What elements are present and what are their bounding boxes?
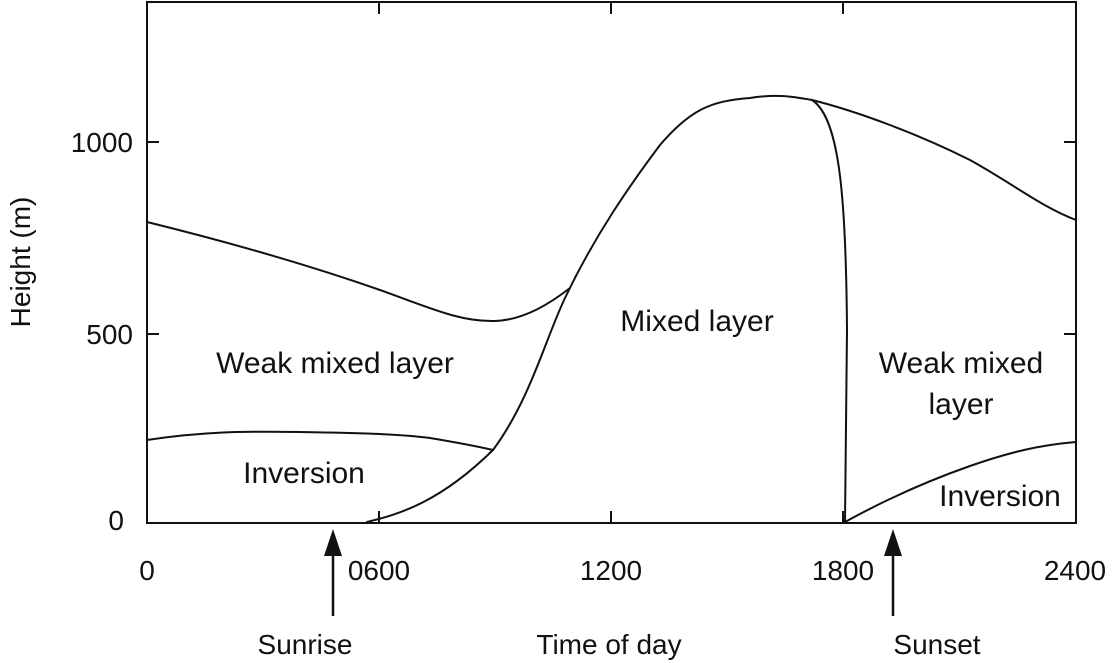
x-tick-label-2400: 2400 (1044, 555, 1106, 586)
x-tick-label-0600: 0600 (348, 555, 410, 586)
region-label-weak-mixed-evening-1: Weak mixed (879, 347, 1044, 380)
plot-frame (146, 1, 1077, 524)
y-axis-title: Height (m) (5, 197, 36, 328)
region-label-inversion-morning: Inversion (243, 457, 365, 490)
y-tick-label-0: 0 (108, 505, 124, 536)
x-tick-label-1200: 1200 (580, 555, 642, 586)
region-label-mixed-layer: Mixed layer (620, 305, 773, 338)
sunrise-label: Sunrise (258, 629, 353, 660)
x-tick-label-1800: 1800 (812, 555, 874, 586)
mixed-layer-top-curve (366, 94, 848, 523)
y-tick-label-1000: 1000 (71, 127, 133, 158)
evening-weak-mixed-top-curve (811, 99, 1077, 221)
evening-inversion-top-curve (844, 441, 1077, 523)
y-tick-label-500: 500 (86, 319, 133, 350)
inversion-top-curve (146, 430, 494, 451)
region-label-weak-mixed-morning: Weak mixed layer (216, 347, 454, 380)
sunrise-arrow-icon (324, 529, 342, 556)
sunset-label: Sunset (893, 629, 980, 660)
region-label-inversion-evening: Inversion (939, 480, 1061, 513)
weak-mixed-layer-top-curve (146, 221, 571, 323)
x-axis-title: Time of day (536, 629, 681, 660)
x-tick-label-0: 0 (139, 555, 155, 586)
sunset-arrow-icon (884, 529, 902, 556)
region-label-weak-mixed-evening-2: layer (928, 388, 993, 421)
